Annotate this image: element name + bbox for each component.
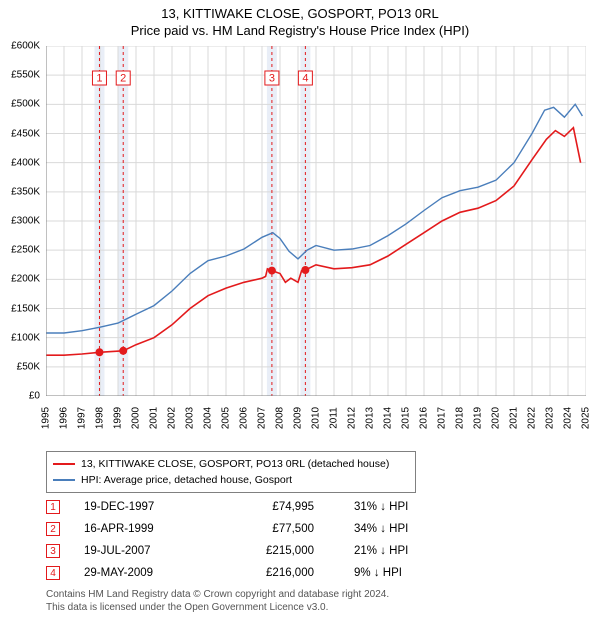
transaction-marker: 2 [46, 522, 60, 536]
y-tick-label: £150K [11, 303, 40, 314]
svg-text:3: 3 [269, 72, 275, 84]
y-tick-label: £200K [11, 274, 40, 285]
x-tick-label: 2019 [473, 407, 484, 429]
chart-area: £0£50K£100K£150K£200K£250K£300K£350K£400… [46, 46, 586, 396]
y-tick-label: £250K [11, 245, 40, 256]
svg-text:4: 4 [302, 72, 308, 84]
y-tick-label: £300K [11, 216, 40, 227]
y-tick-label: £0 [29, 391, 40, 402]
transaction-marker: 4 [46, 566, 60, 580]
transaction-date: 19-DEC-1997 [84, 501, 214, 513]
svg-text:1: 1 [96, 72, 102, 84]
chart-title-2: Price paid vs. HM Land Registry's House … [0, 23, 600, 38]
chart-container: 13, KITTIWAKE CLOSE, GOSPORT, PO13 0RL P… [0, 6, 600, 626]
transaction-price: £77,500 [214, 523, 314, 535]
svg-text:2: 2 [120, 72, 126, 84]
y-tick-label: £500K [11, 99, 40, 110]
transaction-row: 2 16-APR-1999£77,500 34% ↓ HPI [46, 518, 408, 540]
y-tick-label: £350K [11, 186, 40, 197]
y-tick-label: £50K [17, 361, 40, 372]
x-tick-label: 2004 [203, 407, 214, 429]
transaction-diff: 9% ↓ HPI [354, 567, 402, 579]
x-tick-label: 2023 [545, 407, 556, 429]
x-tick-label: 2000 [131, 407, 142, 429]
x-tick-label: 2006 [239, 407, 250, 429]
x-tick-label: 2020 [491, 407, 502, 429]
transaction-marker: 1 [46, 500, 60, 514]
transaction-date: 29-MAY-2009 [84, 567, 214, 579]
x-tick-label: 1997 [77, 407, 88, 429]
x-tick-label: 2024 [563, 407, 574, 429]
x-tick-label: 2005 [221, 407, 232, 429]
legend-item-1: 13, KITTIWAKE CLOSE, GOSPORT, PO13 0RL (… [53, 456, 409, 472]
x-tick-label: 2002 [167, 407, 178, 429]
transaction-price: £215,000 [214, 545, 314, 557]
legend-swatch-2 [53, 479, 75, 481]
x-tick-label: 2013 [365, 407, 376, 429]
transaction-price: £74,995 [214, 501, 314, 513]
x-tick-label: 2003 [185, 407, 196, 429]
x-tick-label: 2008 [275, 407, 286, 429]
transaction-diff: 34% ↓ HPI [354, 523, 408, 535]
x-tick-label: 2010 [311, 407, 322, 429]
footer-line-2: This data is licensed under the Open Gov… [46, 601, 389, 614]
footer-line-1: Contains HM Land Registry data © Crown c… [46, 588, 389, 601]
transaction-date: 19-JUL-2007 [84, 545, 214, 557]
transaction-price: £216,000 [214, 567, 314, 579]
legend: 13, KITTIWAKE CLOSE, GOSPORT, PO13 0RL (… [46, 451, 416, 493]
x-tick-label: 1999 [113, 407, 124, 429]
x-tick-label: 2001 [149, 407, 160, 429]
legend-label-1: 13, KITTIWAKE CLOSE, GOSPORT, PO13 0RL (… [81, 456, 389, 472]
x-tick-label: 1995 [41, 407, 52, 429]
y-tick-label: £400K [11, 157, 40, 168]
y-tick-label: £550K [11, 70, 40, 81]
transactions-table: 1 19-DEC-1997£74,995 31% ↓ HPI 2 16-APR-1999… [46, 496, 408, 584]
footer: Contains HM Land Registry data © Crown c… [46, 588, 389, 614]
legend-swatch-1 [53, 463, 75, 465]
legend-item-2: HPI: Average price, detached house, Gosp… [53, 472, 409, 488]
x-tick-label: 1998 [95, 407, 106, 429]
legend-label-2: HPI: Average price, detached house, Gosp… [81, 472, 292, 488]
transaction-marker: 3 [46, 544, 60, 558]
x-tick-label: 2021 [509, 407, 520, 429]
x-tick-label: 2012 [347, 407, 358, 429]
x-tick-label: 2017 [437, 407, 448, 429]
transaction-diff: 31% ↓ HPI [354, 501, 408, 513]
x-tick-label: 2015 [401, 407, 412, 429]
chart-title-1: 13, KITTIWAKE CLOSE, GOSPORT, PO13 0RL [0, 6, 600, 21]
transaction-date: 16-APR-1999 [84, 523, 214, 535]
x-tick-label: 2009 [293, 407, 304, 429]
transaction-row: 4 29-MAY-2009£216,000 9% ↓ HPI [46, 562, 408, 584]
x-tick-label: 2022 [527, 407, 538, 429]
x-tick-label: 2011 [329, 407, 340, 429]
transaction-diff: 21% ↓ HPI [354, 545, 408, 557]
x-tick-label: 2016 [419, 407, 430, 429]
chart-plot: 1 2 3 4 [46, 46, 586, 396]
transaction-row: 3 19-JUL-2007£215,000 21% ↓ HPI [46, 540, 408, 562]
x-tick-label: 2014 [383, 407, 394, 429]
transaction-row: 1 19-DEC-1997£74,995 31% ↓ HPI [46, 496, 408, 518]
y-axis-labels: £0£50K£100K£150K£200K£250K£300K£350K£400… [0, 46, 44, 396]
x-tick-label: 1996 [59, 407, 70, 429]
y-tick-label: £100K [11, 332, 40, 343]
x-tick-label: 2018 [455, 407, 466, 429]
y-tick-label: £600K [11, 41, 40, 52]
y-tick-label: £450K [11, 128, 40, 139]
x-tick-label: 2007 [257, 407, 268, 429]
x-axis-labels: 1995199619971998199920002001200220032004… [46, 398, 586, 438]
x-tick-label: 2025 [581, 407, 592, 429]
